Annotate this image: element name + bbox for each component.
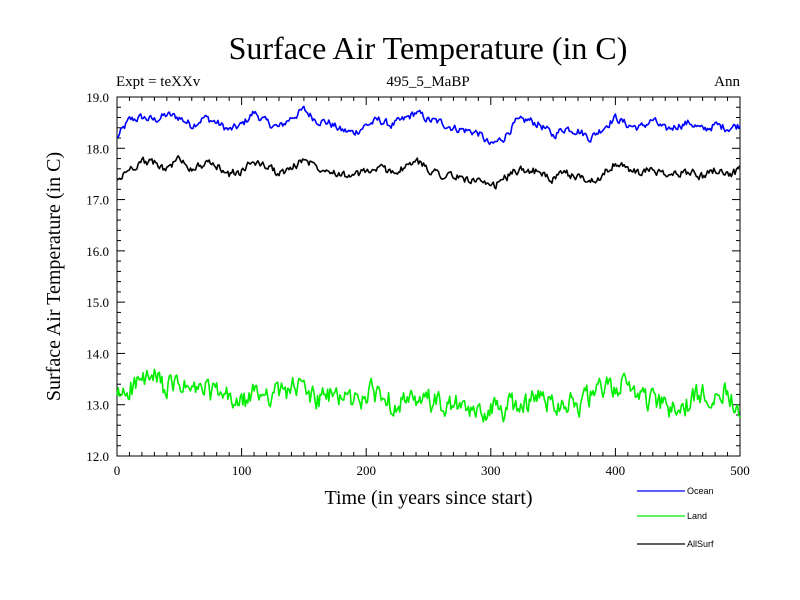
y-axis-label: Surface Air Temperature (in C) (43, 152, 65, 401)
x-axis-label: Time (in years since start) (324, 487, 532, 509)
legend: Ocean Land AllSurf (637, 486, 714, 549)
y-tick-label: 15.0 (86, 295, 109, 310)
y-tick-label: 18.0 (86, 141, 109, 156)
x-tick-label: 200 (356, 463, 376, 478)
legend-label-land: Land (687, 511, 707, 521)
x-tick-label: 300 (481, 463, 501, 478)
series-line-allsurf (116, 155, 741, 190)
series-layer (116, 105, 741, 423)
x-tick-label: 400 (606, 463, 626, 478)
legend-label-ocean: Ocean (687, 486, 714, 496)
x-tick-label: 0 (114, 463, 121, 478)
y-tick-label: 16.0 (86, 244, 109, 259)
y-tick-label: 13.0 (86, 398, 109, 413)
y-tick-label: 12.0 (86, 449, 109, 464)
experiment-label: Expt = teXXv (116, 74, 201, 90)
series-line-ocean (116, 105, 741, 146)
axis-ticks: 0 100 200 300 400 500 12.0 13.0 14.0 15.0 16.0 17.0… (86, 90, 750, 478)
y-tick-label: 19.0 (86, 90, 109, 105)
series-line-land (116, 368, 741, 423)
x-tick-label: 500 (730, 463, 750, 478)
y-tick-label: 14.0 (86, 346, 109, 361)
chart-subtitle: 495_5_MaBP (386, 74, 470, 90)
legend-label-allsurf: AllSurf (687, 539, 714, 549)
season-label: Ann (714, 74, 740, 90)
chart-title: Surface Air Temperature (in C) (228, 30, 628, 66)
y-tick-label: 17.0 (86, 193, 109, 208)
x-tick-label: 100 (232, 463, 252, 478)
